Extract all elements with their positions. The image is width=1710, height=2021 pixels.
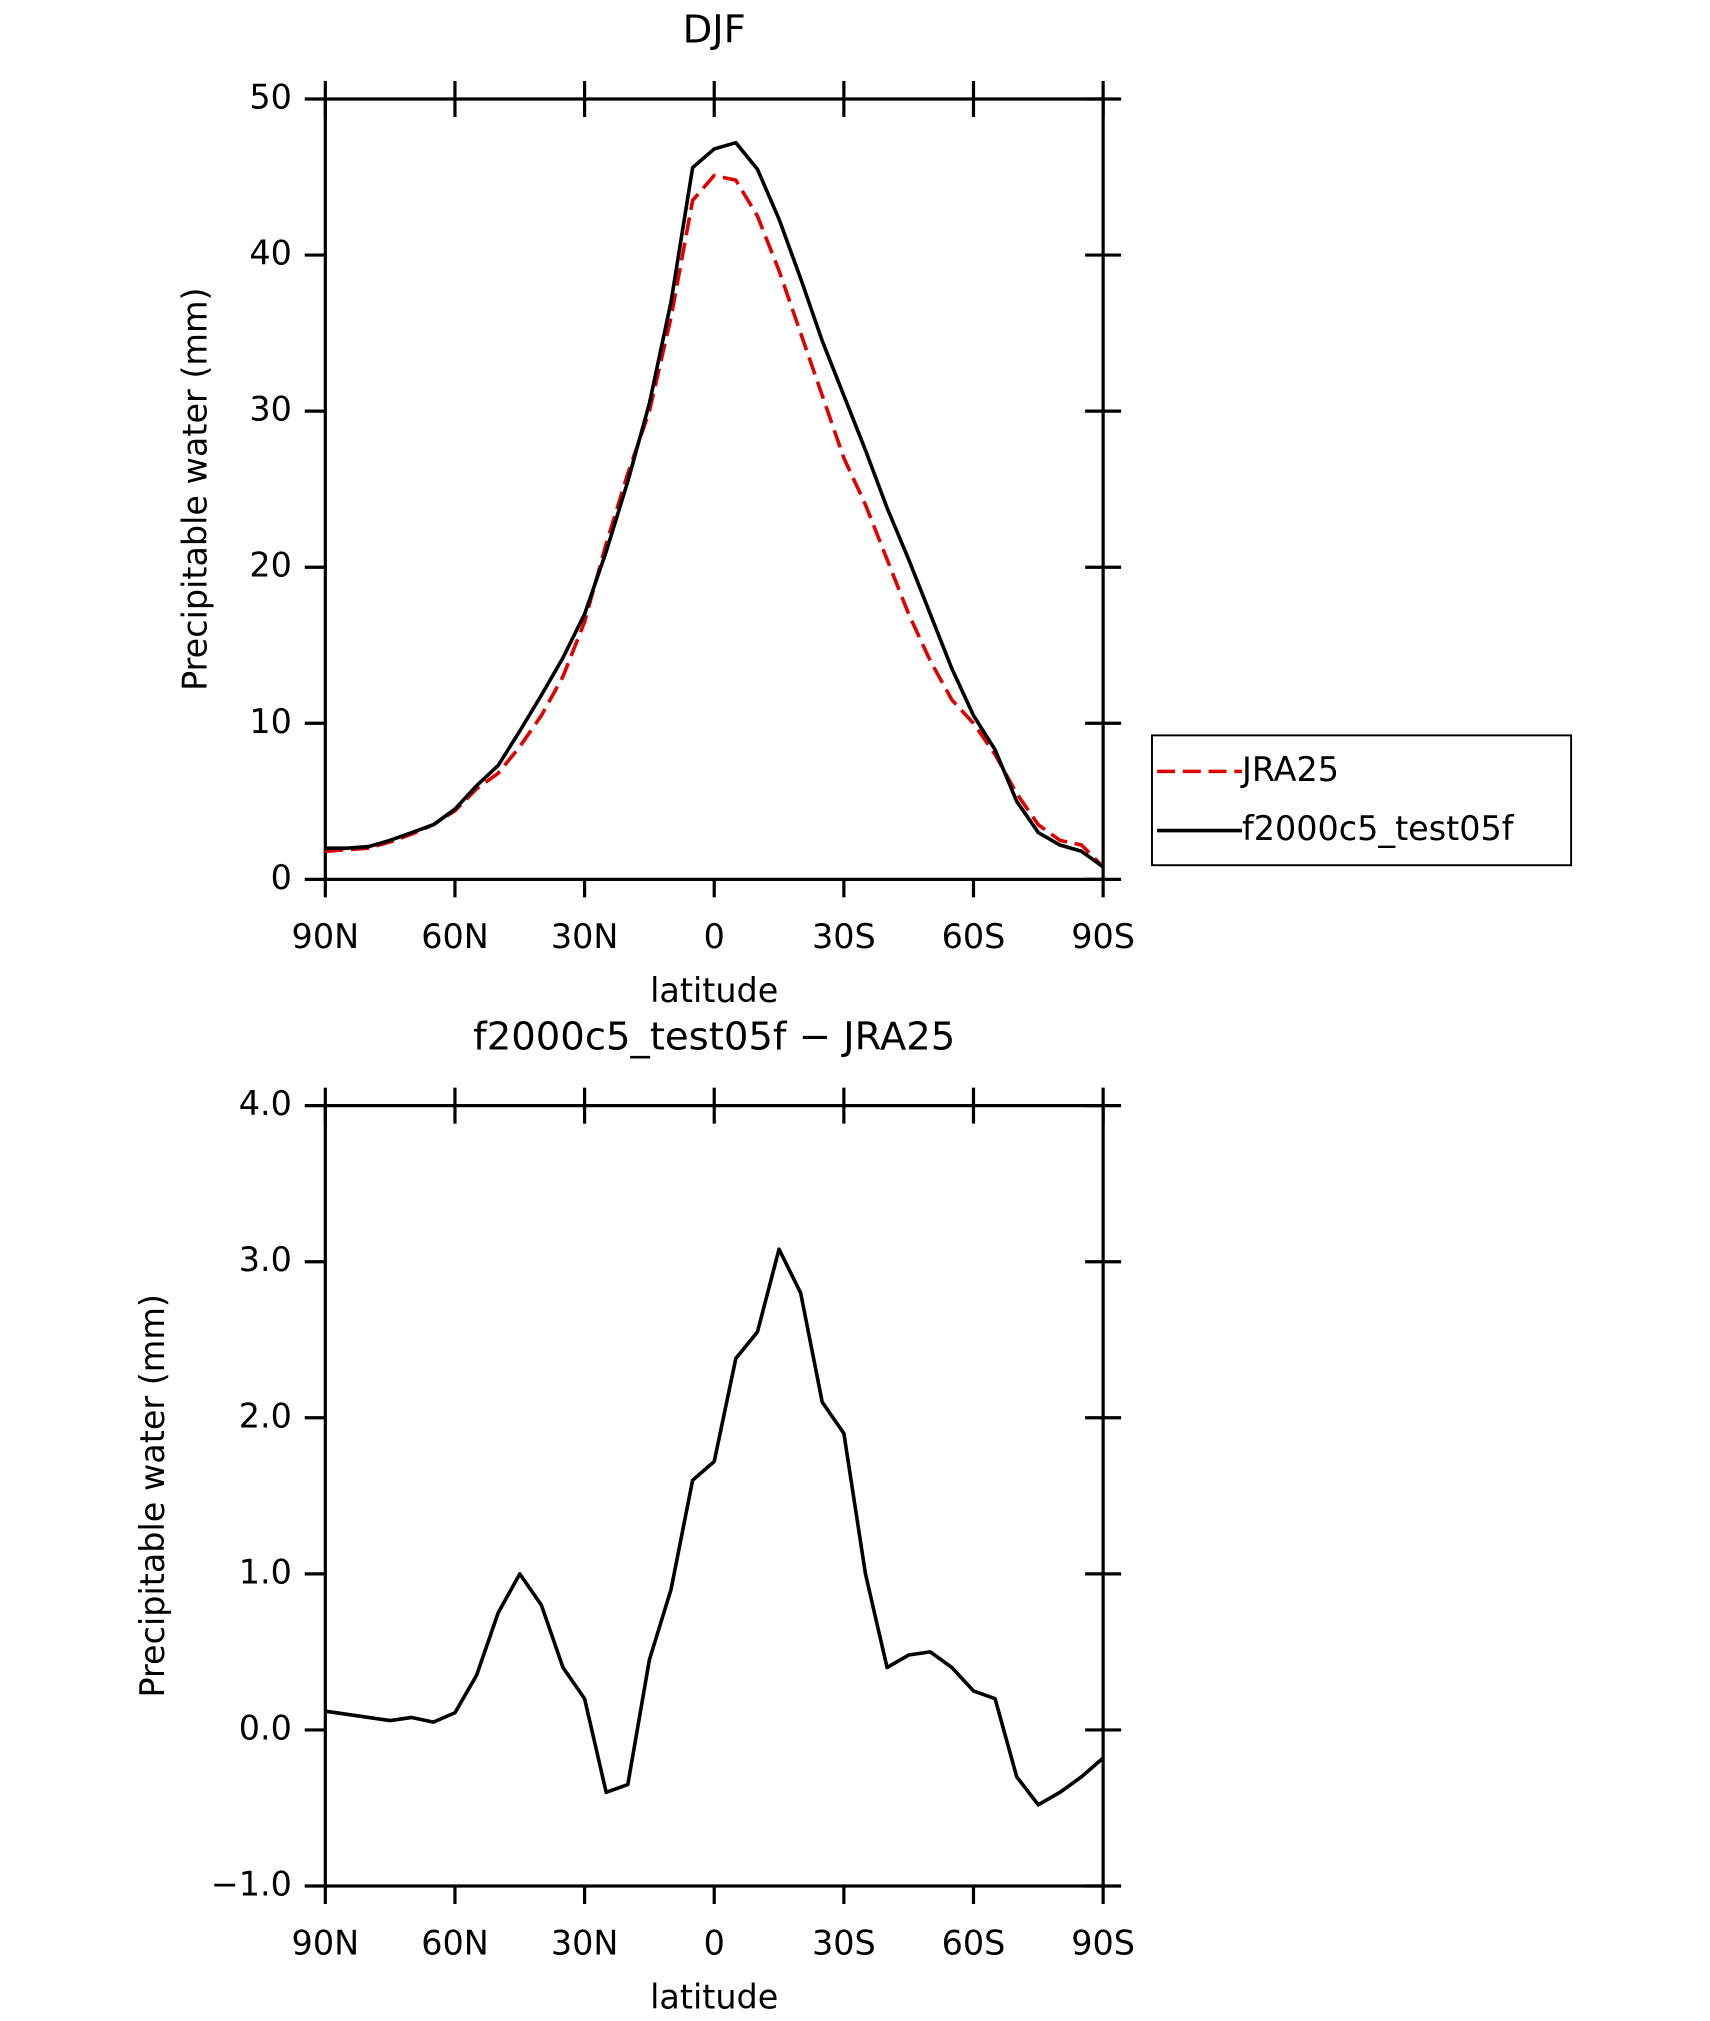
x-tick-label: 30N <box>551 1924 619 1963</box>
chart-title: f2000c5_test05f − JRA25 <box>473 1014 955 1059</box>
x-tick-label: 30S <box>812 917 876 956</box>
x-axis-label: latitude <box>650 1978 778 2017</box>
x-tick-label: 90S <box>1071 917 1135 956</box>
legend-label: f2000c5_test05f <box>1242 809 1515 848</box>
data-line <box>325 173 1105 869</box>
y-tick-label: 0 <box>271 858 292 897</box>
plot-frame <box>323 1104 1105 1888</box>
x-tick-label: 0 <box>704 1924 725 1963</box>
x-tick-label: 0 <box>704 917 725 956</box>
chart-title: DJF <box>683 8 746 53</box>
y-tick-label: 4.0 <box>239 1084 292 1123</box>
x-tick-label: 60S <box>942 1924 1006 1963</box>
data-line <box>325 1247 1105 1807</box>
y-axis-label: Precipitable water (mm) <box>175 287 214 690</box>
x-tick-label: 60N <box>421 1924 489 1963</box>
x-tick-label: 90S <box>1071 1924 1135 1963</box>
x-tick-label: 90N <box>292 1924 360 1963</box>
x-tick-label: 60S <box>942 917 1006 956</box>
x-tick-label: 30N <box>551 917 619 956</box>
legend-label: JRA25 <box>1240 750 1339 789</box>
y-tick-label: 20 <box>249 546 292 585</box>
data-line <box>325 140 1105 869</box>
plot-frame <box>323 97 1105 881</box>
y-axis-label: Precipitable water (mm) <box>133 1294 172 1697</box>
legend-box <box>1151 734 1573 867</box>
y-tick-label: −1.0 <box>211 1865 292 1904</box>
y-tick-label: 3.0 <box>239 1240 292 1279</box>
y-tick-label: 30 <box>249 390 292 429</box>
y-tick-label: 40 <box>249 234 292 273</box>
x-tick-label: 90N <box>292 917 360 956</box>
y-tick-label: 50 <box>249 77 292 116</box>
y-tick-label: 10 <box>249 702 292 741</box>
x-axis-label: latitude <box>650 971 778 1010</box>
y-tick-label: 0.0 <box>239 1708 292 1747</box>
x-tick-label: 30S <box>812 1924 876 1963</box>
y-tick-label: 2.0 <box>239 1396 292 1435</box>
y-tick-label: 1.0 <box>239 1552 292 1591</box>
x-tick-label: 60N <box>421 917 489 956</box>
